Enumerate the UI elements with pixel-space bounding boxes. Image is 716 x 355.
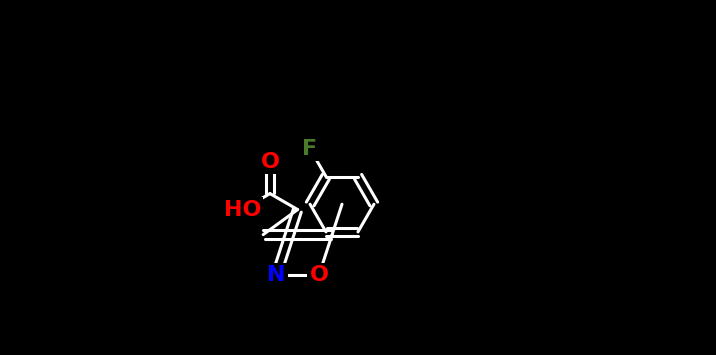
Text: HO: HO [223,200,261,220]
Text: F: F [302,139,318,159]
Text: O: O [261,152,279,172]
Text: O: O [309,265,329,285]
Text: N: N [267,265,286,285]
